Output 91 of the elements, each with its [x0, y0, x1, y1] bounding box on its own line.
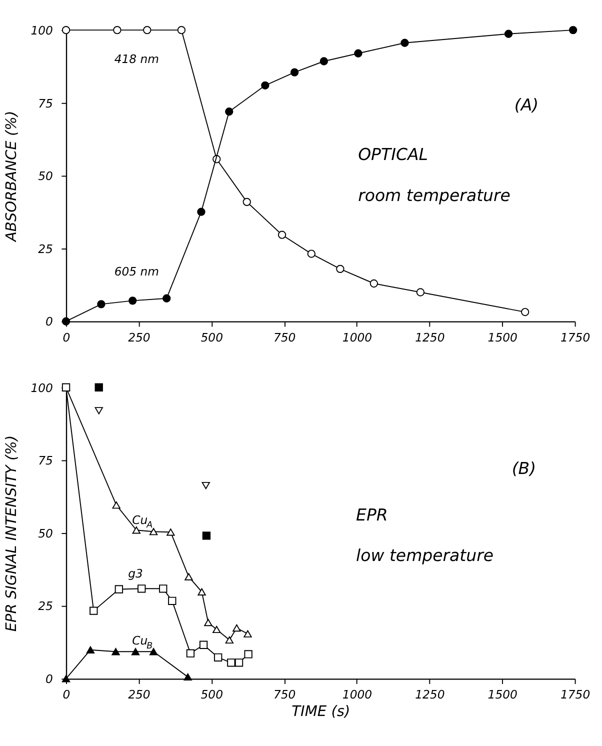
annotation: EPR — [356, 505, 388, 524]
y-tick-label: 25 — [38, 242, 53, 256]
point — [227, 658, 236, 667]
x-tick-label: 1250 — [415, 330, 445, 344]
point — [149, 528, 158, 536]
point — [162, 294, 171, 302]
y-tick-label: 100 — [30, 23, 53, 38]
point — [320, 57, 328, 66]
point — [199, 640, 208, 649]
x-tick-label: 1000 — [342, 330, 372, 344]
point — [90, 606, 98, 615]
point — [143, 26, 152, 34]
point — [149, 648, 158, 656]
point — [278, 230, 286, 239]
y-tick-label: 25 — [38, 599, 53, 614]
y-tick-label: 75 — [38, 454, 53, 468]
x-tick-label: 500 — [200, 330, 223, 344]
point — [184, 673, 192, 681]
point — [128, 296, 137, 305]
point — [131, 648, 140, 656]
x-tick-label: 1750 — [560, 330, 590, 344]
point — [168, 596, 176, 605]
point — [225, 108, 234, 116]
annotation: OPTICAL — [358, 145, 428, 164]
x-tick-label: 1500 — [488, 330, 518, 344]
annotation: 605 nm — [114, 264, 159, 279]
point — [202, 532, 211, 540]
point — [370, 279, 378, 288]
point — [112, 648, 120, 656]
y-tick-label: 75 — [38, 96, 53, 110]
point — [197, 208, 206, 216]
point — [114, 585, 124, 594]
x-tick-label: 0 — [62, 330, 70, 344]
point — [290, 68, 299, 76]
y-tick-label: 50 — [38, 526, 53, 540]
point — [261, 81, 270, 90]
y-axis-title: ABSORBANCE (%) — [3, 110, 20, 243]
point — [232, 624, 241, 632]
x-tick-label: 0 — [62, 688, 70, 702]
point — [212, 626, 221, 634]
x-tick-label: 250 — [128, 330, 150, 344]
point — [244, 650, 252, 658]
point — [138, 584, 146, 593]
point — [186, 649, 195, 658]
point — [504, 30, 513, 38]
x-tick-label: 1000 — [342, 688, 372, 702]
point — [214, 653, 222, 662]
point — [177, 26, 186, 34]
point — [400, 38, 409, 47]
y-axis-title: EPR SIGNAL INTENSITY (%) — [3, 435, 20, 632]
point — [307, 250, 316, 258]
point — [336, 264, 344, 274]
annotation: (A) — [514, 96, 539, 115]
point — [112, 501, 120, 509]
annotation: low temperature — [356, 546, 494, 566]
y-tick-label: 0 — [46, 672, 53, 686]
point — [244, 630, 252, 638]
y-tick-label: 50 — [38, 169, 53, 184]
point — [159, 584, 168, 593]
point — [166, 528, 175, 536]
point — [202, 482, 210, 490]
point — [113, 26, 122, 34]
point — [94, 383, 103, 392]
x-axis-title: TIME (s) — [292, 703, 350, 720]
point — [86, 646, 95, 654]
point — [204, 618, 212, 626]
point — [198, 588, 206, 596]
point — [94, 407, 103, 414]
y-tick-label: 0 — [46, 314, 53, 329]
annotation: room temperature — [358, 186, 510, 205]
point — [521, 308, 530, 316]
x-tick-label: 750 — [273, 688, 296, 702]
point — [97, 300, 106, 308]
x-tick-label: 1500 — [488, 688, 518, 702]
point — [225, 636, 234, 644]
x-tick-label: 250 — [128, 688, 150, 702]
point — [234, 658, 244, 667]
y-tick-label: 100 — [30, 380, 53, 395]
x-tick-label: 500 — [200, 688, 223, 702]
point — [354, 49, 362, 58]
point — [242, 198, 251, 206]
x-tick-label: 1750 — [560, 688, 590, 702]
x-tick-label: 1250 — [415, 688, 445, 702]
annotation: (B) — [512, 458, 536, 478]
point — [416, 288, 425, 296]
point — [568, 26, 578, 34]
x-tick-label: 750 — [273, 330, 296, 344]
point — [132, 526, 140, 534]
annotation: g3 — [128, 566, 143, 581]
annotation: 418 nm — [114, 52, 159, 66]
point — [184, 573, 193, 580]
